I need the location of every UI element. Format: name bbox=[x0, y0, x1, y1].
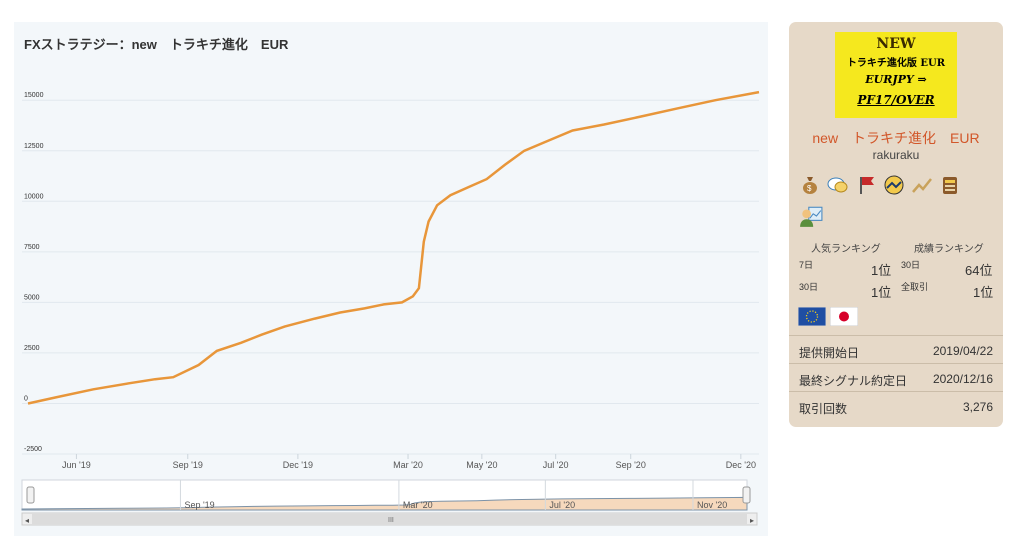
chart-title: FXストラテジー：new トラキチ進化 EUR bbox=[24, 37, 289, 52]
navigator-right-handle[interactable] bbox=[742, 486, 751, 504]
rank-30d-value: 1位 bbox=[871, 285, 892, 300]
scrollbar-thumb[interactable] bbox=[32, 514, 747, 524]
navigator-tick-label: Jul '20 bbox=[549, 500, 575, 510]
navigator-tick-label: Nov '20 bbox=[697, 500, 727, 510]
x-tick-label: Dec '20 bbox=[726, 460, 756, 470]
x-tick-label: Jun '19 bbox=[62, 460, 91, 470]
x-tick-label: Dec '19 bbox=[283, 460, 313, 470]
rank-all-label: 全取引 bbox=[901, 282, 929, 292]
start-date-row: 提供開始日 2019/04/22 bbox=[789, 335, 1003, 364]
analyst-icon bbox=[800, 206, 823, 227]
x-tick-label: Sep '19 bbox=[173, 460, 203, 470]
navigator-tick-label: Mar '20 bbox=[403, 500, 433, 510]
chat-icon bbox=[827, 177, 848, 193]
y-tick-label: -2500 bbox=[24, 446, 42, 453]
banner-line-1: NEW bbox=[876, 36, 916, 52]
rank-30d-label: 30日 bbox=[799, 282, 819, 292]
x-tick-label: Mar '20 bbox=[393, 460, 423, 470]
money-bag-icon: $ bbox=[803, 177, 817, 194]
scrollbar-grip: III bbox=[388, 517, 394, 524]
document-icon bbox=[943, 177, 957, 194]
strategy-name[interactable]: new トラキチ進化 EUR bbox=[812, 130, 980, 146]
y-tick-label: 12500 bbox=[24, 143, 44, 150]
trade-count-row: 取引回数 3,276 bbox=[789, 391, 1003, 420]
start-date-label: 提供開始日 bbox=[799, 346, 860, 360]
y-tick-label: 0 bbox=[24, 395, 28, 402]
y-tick-label: 5000 bbox=[24, 294, 40, 301]
strategy-banner[interactable]: NEW トラキチ進化版 EUR EURJPY ⇒ PF17/OVER bbox=[835, 32, 957, 118]
x-tick-label: May '20 bbox=[466, 460, 497, 470]
banner-line-4: PF17/OVER bbox=[857, 93, 935, 107]
banner-line-3: EURJPY ⇒ bbox=[865, 73, 927, 86]
scroll-left-arrow-icon[interactable]: ◂ bbox=[25, 516, 29, 525]
rank-all-value: 1位 bbox=[973, 285, 994, 300]
popularity-ranking-label: 人気ランキング bbox=[811, 244, 881, 255]
trade-count-value: 3,276 bbox=[962, 400, 993, 414]
start-date-value: 2019/04/22 bbox=[932, 344, 993, 358]
eu-flag-icon bbox=[798, 307, 826, 326]
performance-ranking-label: 成績ランキング bbox=[914, 244, 984, 255]
scrollbar[interactable]: ◂ ▸ III bbox=[21, 512, 758, 526]
banner-line-2: トラキチ進化版 EUR bbox=[846, 58, 946, 69]
last-signal-value: 2020/12/16 bbox=[932, 372, 993, 386]
navigator-tick-label: Sep '19 bbox=[184, 500, 214, 510]
badge-icon bbox=[884, 175, 904, 195]
x-tick-label: Sep '20 bbox=[616, 460, 646, 470]
navigator[interactable]: Sep '19 Mar '20 Jul '20 Nov '20 bbox=[21, 479, 751, 511]
chart-panel: 15000 12500 10000 7500 5000 2500 0 -2500 Jun '1… bbox=[14, 22, 768, 536]
equity-chart: 15000 12500 10000 7500 5000 2500 0 -2500 Jun '1… bbox=[21, 90, 760, 526]
y-tick-label: 10000 bbox=[24, 193, 44, 200]
rank-7d-value: 1位 bbox=[871, 263, 892, 278]
author-name[interactable]: rakuraku bbox=[872, 148, 920, 162]
svg-text:$: $ bbox=[807, 184, 812, 193]
jp-flag-icon bbox=[830, 307, 858, 326]
navigator-area bbox=[21, 496, 748, 511]
equity-line bbox=[27, 90, 760, 405]
strategy-card: NEW トラキチ進化版 EUR EURJPY ⇒ PF17/OVER new ト… bbox=[789, 22, 1003, 427]
navigator-left-handle[interactable] bbox=[26, 486, 35, 504]
chart-trend-icon bbox=[912, 178, 932, 193]
rank-30d-perf-label: 30日 bbox=[901, 260, 921, 270]
x-tick-label: Jul '20 bbox=[543, 460, 569, 470]
flag-icon bbox=[860, 177, 874, 194]
rank-7d-label: 7日 bbox=[799, 260, 814, 270]
scroll-right-arrow-icon[interactable]: ▸ bbox=[750, 516, 754, 525]
y-tick-label: 15000 bbox=[24, 92, 44, 99]
rank-30d-perf-value: 64位 bbox=[965, 263, 993, 278]
y-tick-label: 7500 bbox=[24, 244, 40, 251]
trade-count-label: 取引回数 bbox=[799, 402, 848, 416]
y-tick-label: 2500 bbox=[24, 345, 40, 352]
last-signal-row: 最終シグナル約定日 2020/12/16 bbox=[789, 363, 1003, 392]
last-signal-label: 最終シグナル約定日 bbox=[799, 374, 908, 388]
